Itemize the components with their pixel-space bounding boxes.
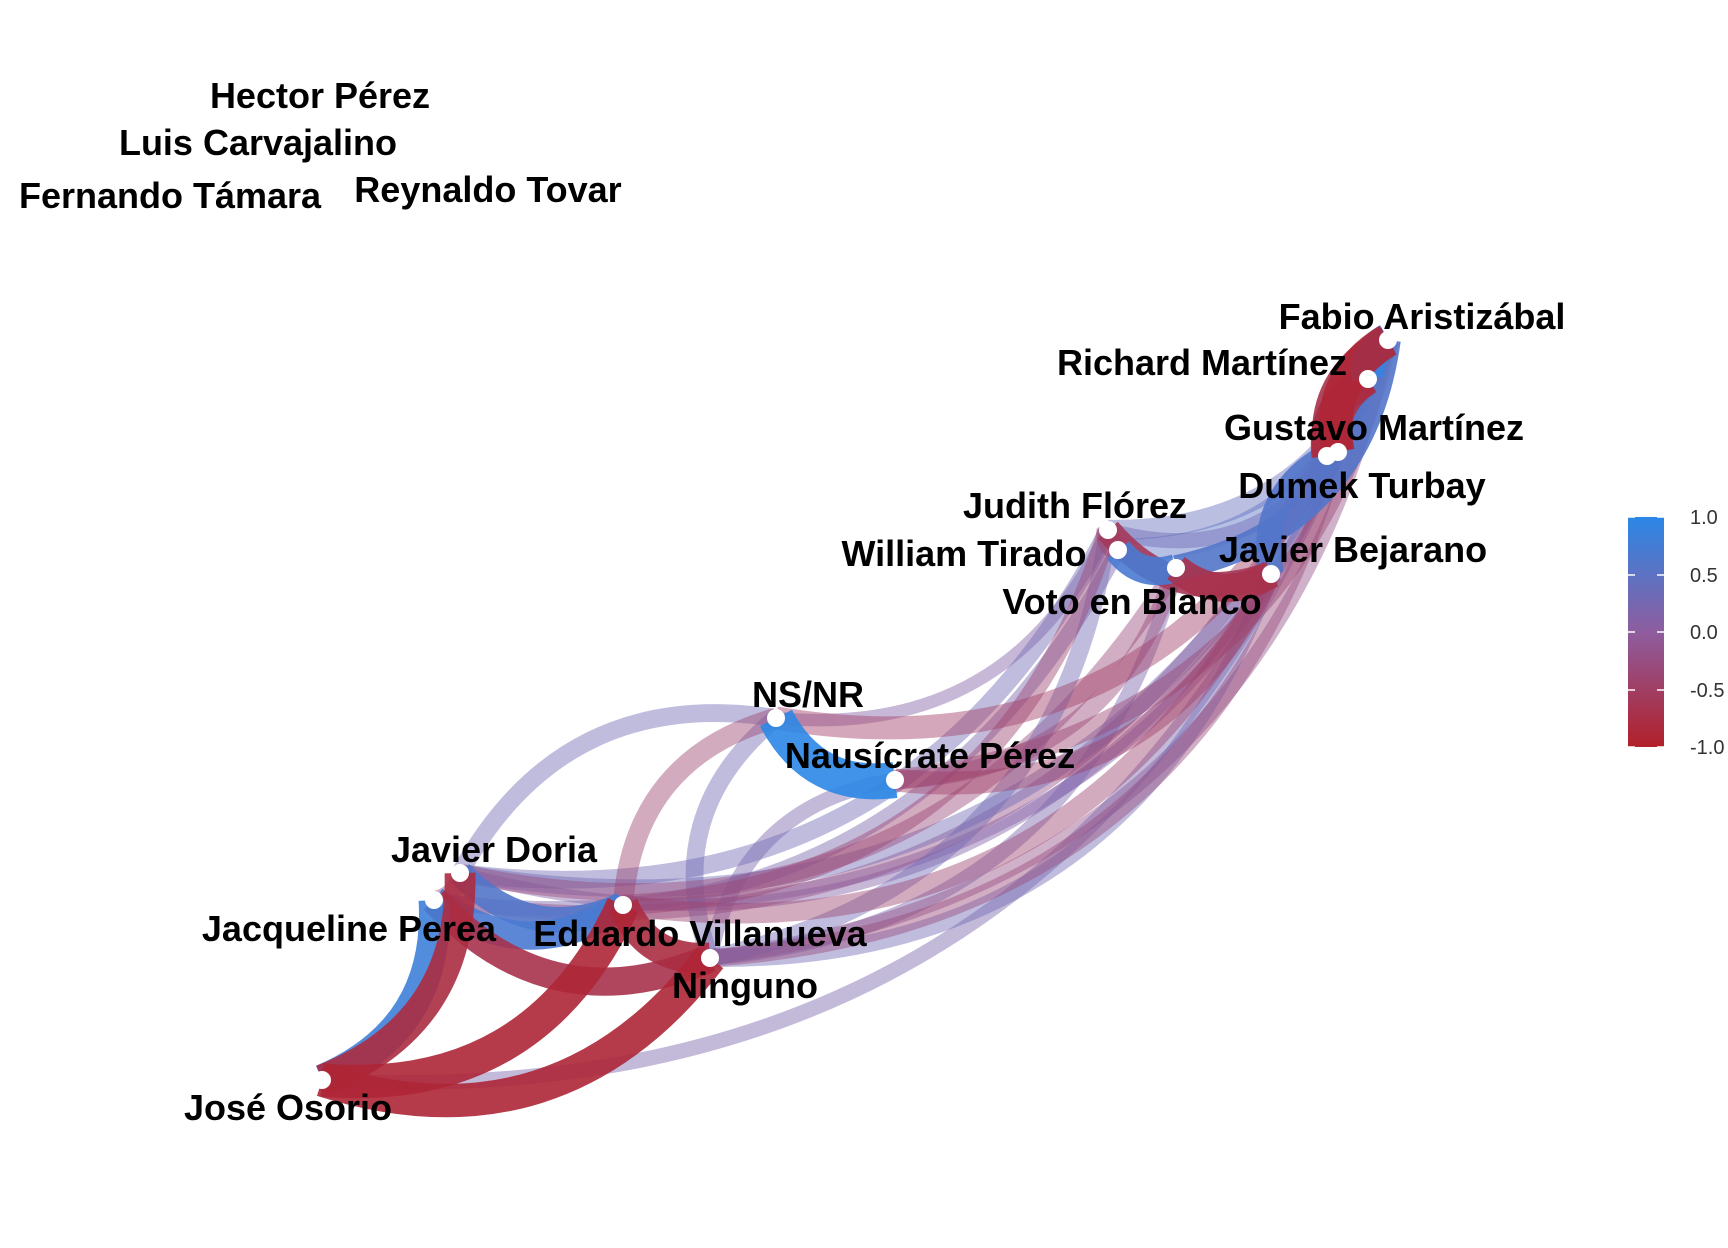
legend-tick-label: 0.0 <box>1690 622 1718 644</box>
edge-javierd-voto <box>458 563 1184 902</box>
node-label-nsnr: NS/NR <box>752 674 864 715</box>
node-label-richard: Richard Martínez <box>1057 342 1347 383</box>
edge-ninguno-gustavo <box>709 449 1347 967</box>
edge-eduardo-judith <box>622 526 1118 916</box>
edge-ninguno-fabio <box>709 338 1396 966</box>
color-legend: 1.0 0.5 0.0 -0.5 -1.0 <box>1628 507 1724 759</box>
node-label-gustavo: Gustavo Martínez <box>1224 407 1524 448</box>
edge-nsnr-eduardo <box>612 708 779 906</box>
nodes-layer <box>313 331 1397 1089</box>
edge-nsnr-javierd <box>452 704 778 878</box>
node-jacqueline <box>425 891 443 909</box>
node-label-eduardo: Eduardo Villanueva <box>533 913 867 954</box>
edge-fabio-gustavo <box>1318 325 1398 456</box>
node-label-javierd: Javier Doria <box>391 829 598 870</box>
legend-tick-label: -0.5 <box>1690 680 1724 702</box>
node-eduardo <box>614 896 632 914</box>
node-label-fernando: Fernando Támara <box>19 175 322 216</box>
labels-layer: Hector Pérez Luis Carvajalino Fernando Tám… <box>19 75 1565 1128</box>
node-label-hector: Hector Pérez <box>210 75 430 116</box>
node-ninguno <box>701 949 719 967</box>
node-label-nausicrate: Nausícrate Pérez <box>785 735 1075 776</box>
edge-nausicrate-javierb <box>893 568 1282 795</box>
node-richard <box>1359 370 1377 388</box>
node-label-fabio: Fabio Aristizábal <box>1279 296 1566 337</box>
node-label-reynaldo: Reynaldo Tovar <box>354 169 621 210</box>
edges-layer <box>315 325 1401 1118</box>
edge-ninguno-voto <box>709 566 1184 966</box>
node-label-javierb: Javier Bejarano <box>1219 529 1487 570</box>
edge-nsnr-judith <box>775 527 1114 727</box>
node-label-luis: Luis Carvajalino <box>119 122 397 163</box>
node-jose <box>313 1071 331 1089</box>
edge-voto-fabio <box>1173 338 1401 581</box>
edge-voto-javierb <box>1167 556 1279 602</box>
legend-tick-label: 0.5 <box>1690 565 1718 587</box>
node-label-william: William Tirado <box>841 533 1086 574</box>
edge-ninguno-judith <box>708 528 1117 967</box>
edge-ninguno-javierb <box>709 570 1280 967</box>
node-label-jose: José Osorio <box>184 1087 392 1128</box>
edge-eduardo-javierb <box>621 569 1281 924</box>
edge-jose-javierd <box>316 872 476 1095</box>
edge-nausicrate-voto <box>894 565 1185 789</box>
node-label-voto: Voto en Blanco <box>1002 581 1261 622</box>
node-judith <box>1099 521 1117 539</box>
edge-dumek-javierb <box>1256 444 1334 577</box>
node-label-jacqueline: Jacqueline Perea <box>202 908 497 949</box>
edge-javierd-judith <box>458 525 1116 889</box>
node-nsnr <box>767 709 785 727</box>
node-william <box>1109 541 1127 559</box>
edge-jose-ninguno <box>316 947 724 1118</box>
node-nausicrate <box>886 771 904 789</box>
edge-nsnr-nausicrate <box>760 709 898 800</box>
node-voto <box>1167 559 1185 577</box>
node-dumek <box>1318 447 1336 465</box>
edge-nsnr-ninguno <box>685 711 782 961</box>
node-javierd <box>451 864 469 882</box>
legend-tick-label: -1.0 <box>1690 737 1724 759</box>
node-javierb <box>1262 565 1280 583</box>
node-fabio <box>1379 331 1397 349</box>
node-label-dumek: Dumek Turbay <box>1238 465 1485 506</box>
legend-tick-label: 1.0 <box>1690 507 1718 529</box>
node-label-ninguno: Ninguno <box>672 965 818 1006</box>
node-label-judith: Judith Flórez <box>963 485 1187 526</box>
